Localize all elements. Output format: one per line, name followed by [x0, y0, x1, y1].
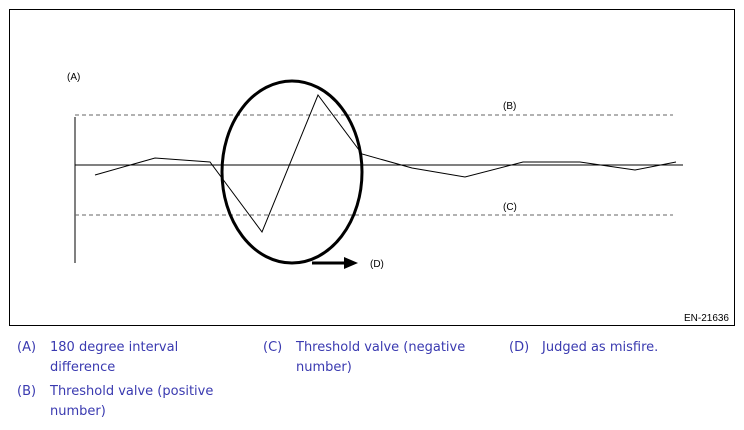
misfire-circle — [220, 79, 364, 265]
legend-text: Threshold valve (negative number) — [296, 340, 466, 375]
arrow-head — [344, 257, 358, 269]
figure-id: EN-21636 — [684, 313, 729, 324]
label: (C) — [503, 202, 517, 213]
legend-text: Judged as misfire. — [542, 340, 659, 355]
legend-text: Threshold valve (positive number) — [50, 384, 214, 419]
legend-key: (B) — [17, 384, 37, 399]
diagram: (A) (B) (C) (D) EN-21636 — [9, 9, 735, 326]
legend-key: (A) — [17, 340, 37, 355]
label: (B) — [503, 101, 516, 112]
legend-key: (C) — [263, 340, 283, 355]
frame — [9, 9, 735, 326]
waveform — [94, 93, 677, 234]
legend-key: (D) — [509, 340, 530, 355]
label: (D) — [370, 259, 384, 270]
label: (A) — [67, 72, 80, 83]
legend-text: 180 degree interval difference — [50, 340, 179, 375]
